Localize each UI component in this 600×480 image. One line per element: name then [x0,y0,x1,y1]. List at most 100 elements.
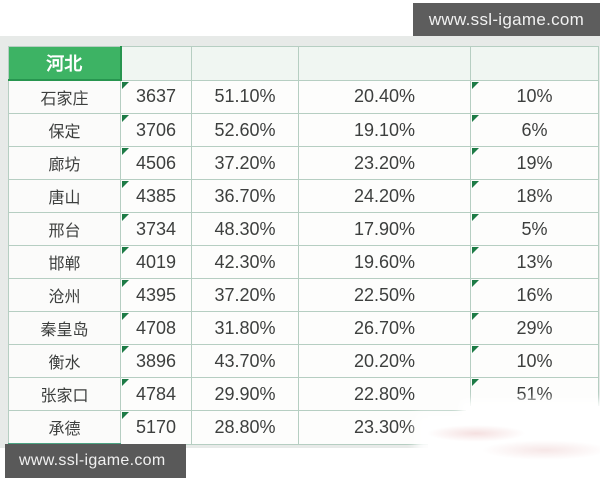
percent2-cell[interactable]: 20.20% [298,344,471,378]
city-cell[interactable]: 邢台 [8,212,121,246]
percent3-cell[interactable]: 5% [470,212,599,246]
percent2-cell[interactable]: 22.50% [298,278,471,312]
percent1-cell[interactable]: 51.10% [191,79,299,114]
percent3-cell[interactable]: 13% [470,245,599,279]
value-cell[interactable]: 4385 [120,179,192,213]
city-cell[interactable]: 廊坊 [8,146,121,180]
percent2-cell-text: 17.90% [353,218,416,239]
watermark-top: www.ssl-igame.com [413,3,600,36]
percent3-cell[interactable]: 6% [470,113,599,147]
value-cell[interactable]: 5170 [120,410,192,445]
cell-error-flag-icon [472,214,479,221]
percent2-cell-text: 26.70% [353,317,416,338]
percent2-cell-text: 19.60% [353,251,416,272]
table-row: 唐山 4385 36.70% 24.20% 18% [8,179,599,213]
value-cell-text: 4385 [135,185,177,206]
cell-error-flag-icon [472,115,479,122]
city-cell-text: 秦皇岛 [40,322,89,339]
percent1-cell-text: 29.90% [214,383,276,404]
city-cell-text: 张家口 [40,388,89,405]
value-cell[interactable]: 3637 [120,79,192,114]
cell-error-flag-icon [472,148,479,155]
value-cell[interactable]: 4708 [120,311,192,345]
city-cell[interactable]: 秦皇岛 [8,311,121,345]
city-cell[interactable]: 唐山 [8,179,121,213]
cell-error-flag-icon [472,379,479,386]
value-cell-text: 3734 [135,218,177,239]
percent2-cell[interactable]: 23.20% [298,146,471,180]
region-header-cell[interactable]: 河北 [8,46,122,81]
percent1-cell[interactable]: 37.20% [191,146,299,180]
percent3-cell[interactable]: 10% [470,344,599,378]
empty-header-cell[interactable] [470,46,599,81]
value-cell[interactable]: 3896 [120,344,192,378]
percent2-cell-text: 23.30% [353,416,416,437]
percent1-cell[interactable]: 52.60% [191,113,299,147]
empty-header-cell[interactable] [120,46,192,81]
value-cell[interactable]: 4506 [120,146,192,180]
percent3-cell[interactable]: 16% [470,278,599,312]
empty-header-cell[interactable] [298,46,471,81]
percent2-cell[interactable]: 26.70% [298,311,471,345]
percent3-cell-text: 19% [516,152,553,173]
percent2-cell[interactable]: 19.60% [298,245,471,279]
empty-header-cell[interactable] [191,46,299,81]
value-cell[interactable]: 4784 [120,377,192,411]
value-cell[interactable]: 3734 [120,212,192,246]
value-cell-text: 3637 [135,86,177,107]
percent3-cell[interactable]: 10% [470,79,599,114]
percent1-cell-text: 36.70% [214,185,276,206]
value-cell[interactable]: 4019 [120,245,192,279]
percent2-cell[interactable]: 19.10% [298,113,471,147]
percent1-cell-text: 37.20% [214,284,276,305]
cell-error-flag-icon [472,280,479,287]
percent3-cell[interactable]: 51% [470,377,599,411]
table-row: 张家口 4784 29.90% 22.80% 51% [8,377,599,411]
percent1-cell[interactable]: 48.30% [191,212,299,246]
city-cell-text: 邯郸 [48,256,81,273]
city-cell-text: 衡水 [48,355,81,372]
city-cell-text: 唐山 [48,190,81,207]
percent1-cell[interactable]: 29.90% [191,377,299,411]
cell-error-flag-icon [122,247,129,254]
city-cell[interactable]: 保定 [8,113,121,147]
percent3-cell[interactable]: 19% [470,146,599,180]
percent2-cell-text: 23.20% [353,152,416,173]
percent3-cell[interactable]: 29% [470,311,599,345]
city-cell-text: 石家庄 [40,91,89,108]
percent3-cell-text: 13% [516,251,553,272]
cell-error-flag-icon [472,181,479,188]
percent2-cell[interactable]: 20.40% [298,79,471,114]
percent3-cell-text: 16% [516,284,553,305]
value-cell[interactable]: 3706 [120,113,192,147]
value-cell-text: 3706 [135,119,177,140]
percent2-cell-text: 19.10% [353,119,416,140]
city-cell[interactable]: 衡水 [8,344,121,378]
header-row: 河北 [8,46,599,81]
percent2-cell[interactable]: 24.20% [298,179,471,213]
city-cell[interactable]: 沧州 [8,278,121,312]
percent3-cell[interactable]: 18% [470,179,599,213]
cell-error-flag-icon [122,214,129,221]
cell-error-flag-icon [472,313,479,320]
percent1-cell[interactable]: 42.30% [191,245,299,279]
city-cell[interactable]: 承德 [8,410,121,445]
city-cell-text: 沧州 [48,289,81,306]
city-cell[interactable]: 张家口 [8,377,121,411]
city-cell[interactable]: 石家庄 [8,79,121,114]
percent1-cell[interactable]: 28.80% [191,410,299,445]
percent1-cell[interactable]: 43.70% [191,344,299,378]
percent1-cell[interactable]: 31.80% [191,311,299,345]
value-cell-text: 4019 [135,251,177,272]
percent2-cell[interactable]: 17.90% [298,212,471,246]
percent1-cell[interactable]: 36.70% [191,179,299,213]
city-cell-text: 邢台 [48,223,81,240]
city-cell[interactable]: 邯郸 [8,245,121,279]
percent2-cell[interactable]: 22.80% [298,377,471,411]
watermark-bottom-text: www.ssl-igame.com [19,452,166,469]
table-row: 廊坊 4506 37.20% 23.20% 19% [8,146,599,180]
percent1-cell[interactable]: 37.20% [191,278,299,312]
cell-error-flag-icon [472,247,479,254]
value-cell[interactable]: 4395 [120,278,192,312]
